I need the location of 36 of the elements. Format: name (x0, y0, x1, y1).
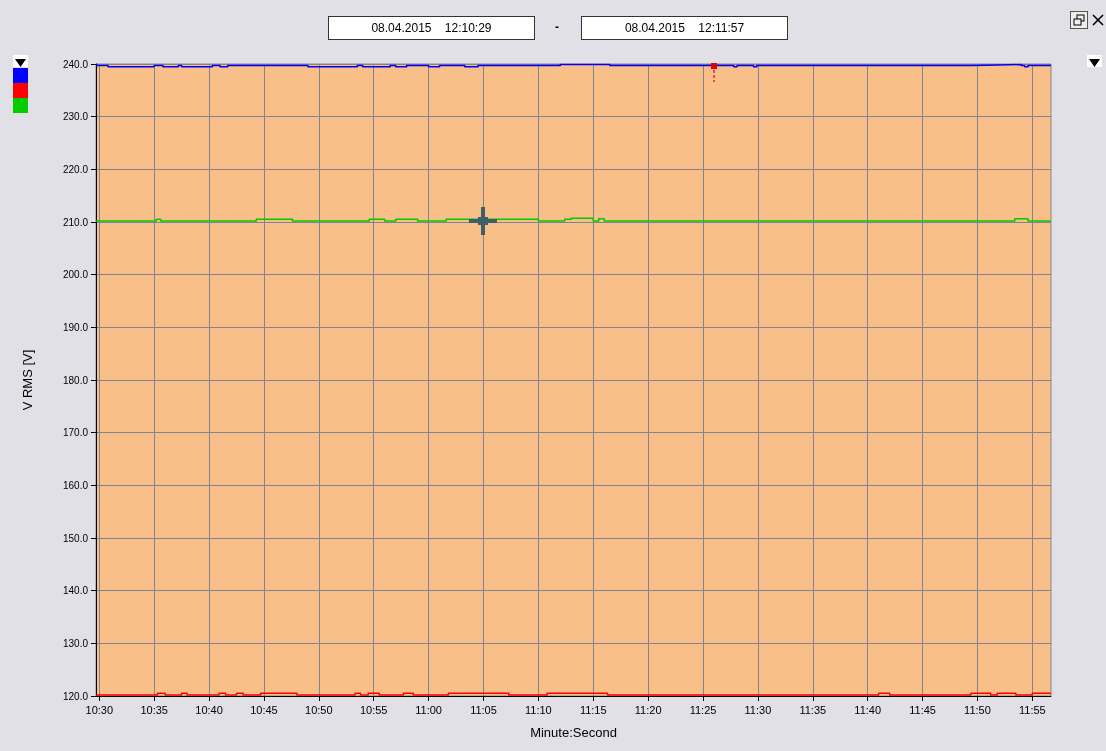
x-tick-label: 11:20 (634, 703, 662, 716)
y-tick-label: 150.0 (62, 532, 89, 544)
x-tick-label: 10:55 (359, 703, 388, 716)
y-tick-label: 230.0 (62, 111, 89, 123)
y-tick-label: 130.0 (62, 637, 89, 649)
x-tick-label: 11:10 (525, 703, 552, 716)
x-tick-label: 11:45 (909, 703, 936, 716)
x-tick-label: 11:05 (470, 703, 497, 716)
x-tick-label: 10:40 (195, 703, 223, 716)
y-tick-label: 170.0 (62, 427, 89, 439)
x-tick-label: 11:15 (579, 703, 607, 716)
x-axis-title: Minute:Second (530, 725, 617, 740)
x-tick-label: 11:55 (1018, 703, 1046, 716)
x-tick-label: 11:50 (964, 703, 991, 716)
x-tick-label: 11:25 (689, 703, 717, 716)
x-tick-label: 10:30 (85, 703, 114, 716)
x-tick-label: 10:50 (305, 703, 333, 716)
text: 08.04.2015 12:10:29 (328, 16, 535, 40)
y-tick-label: 220.0 (62, 163, 89, 175)
y-tick-label: 180.0 (62, 374, 89, 386)
x-tick-label: 10:45 (250, 703, 278, 716)
y-tick-label: 210.0 (62, 216, 89, 228)
y-tick-label: 190.0 (62, 321, 89, 333)
text: - (554, 19, 560, 36)
y-tick-label: 200.0 (62, 269, 89, 281)
x-tick-label: 11:40 (854, 703, 882, 716)
text: 08.04.2015 12:11:57 (581, 16, 788, 40)
y-tick-label: 140.0 (62, 585, 89, 597)
y-tick-label: 240.0 (62, 58, 89, 70)
y-tick-label: 160.0 (62, 479, 89, 491)
x-tick-label: 11:30 (744, 703, 772, 716)
x-tick-label: 11:35 (799, 703, 827, 716)
x-tick-label: 11:00 (415, 703, 442, 716)
x-tick-label: 10:35 (140, 703, 168, 716)
y-axis-title: V RMS [V] (20, 349, 35, 411)
y-tick-label: 120.0 (62, 690, 89, 702)
